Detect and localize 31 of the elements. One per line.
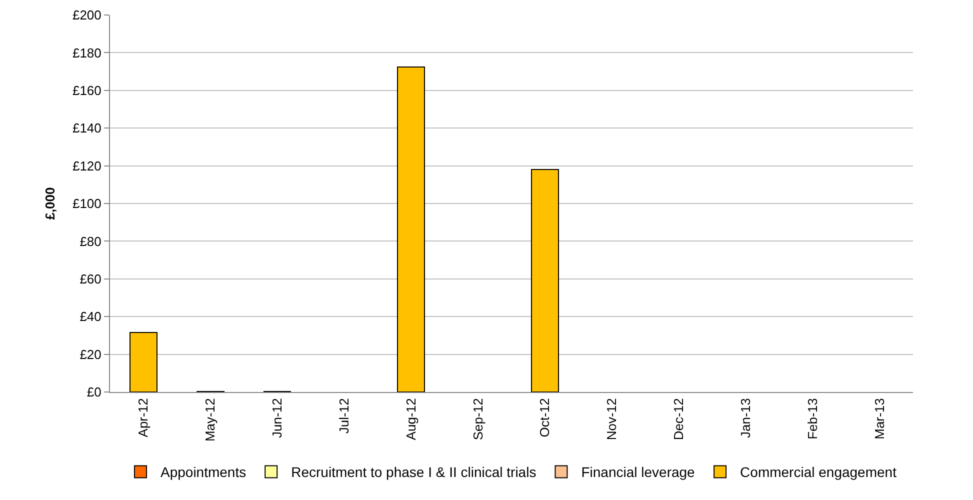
x-tick-label: Nov-12 (604, 398, 620, 440)
y-tick-label: £160 (72, 82, 102, 98)
bar (397, 66, 426, 392)
x-tick-label: Dec-12 (671, 398, 686, 440)
y-tick-label: £20 (80, 346, 102, 362)
x-tick-label: May-12 (202, 398, 218, 442)
x-tick-label: Sep-12 (470, 398, 486, 440)
x-tick-label: Jun-12 (270, 398, 285, 438)
legend-label: Financial leverage (581, 464, 696, 480)
x-tick-label: Feb-13 (804, 398, 820, 440)
x-tick-label: Jan-13 (738, 398, 753, 438)
legend-label: Recruitment to phase I & II clinical trials (291, 464, 536, 480)
legend-label: Appointments (160, 464, 246, 480)
y-tick-label: £60 (80, 271, 102, 286)
y-tick-label: £80 (80, 234, 102, 249)
x-tick-label: Apr-12 (136, 398, 151, 438)
y-tick-label: £180 (72, 45, 102, 60)
bar (130, 332, 158, 392)
y-tick-label: £100 (72, 196, 102, 212)
y-tick-label: £200 (72, 8, 102, 23)
x-tick-label: Mar-13 (872, 398, 887, 440)
x-tick-label: Jul-12 (336, 398, 352, 434)
x-tick-label: Oct-12 (537, 398, 552, 438)
y-tick-label: £140 (72, 120, 102, 136)
y-tick-label: £40 (80, 309, 102, 324)
legend-label: Commercial engagement (740, 464, 897, 480)
bar (531, 169, 559, 392)
y-tick-label: £120 (72, 158, 102, 174)
y-tick-label: £0 (86, 384, 102, 400)
x-tick-label: Aug-12 (403, 398, 418, 440)
y-axis-title: £,000 (42, 187, 58, 220)
